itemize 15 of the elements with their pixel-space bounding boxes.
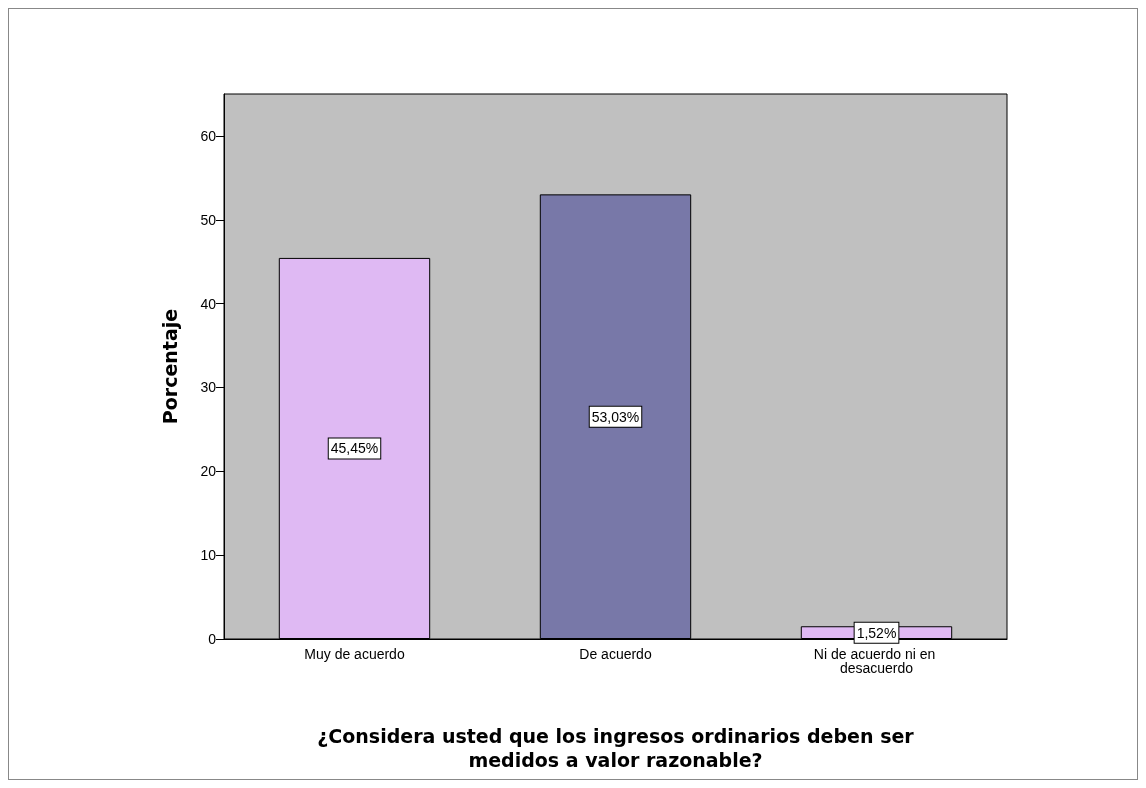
y-tick-label: 30: [200, 379, 217, 396]
y-tick-label: 50: [200, 211, 217, 228]
y-tick-label: 40: [200, 295, 217, 312]
y-tick-label: 60: [200, 127, 217, 144]
x-tick-label: Muy de acuerdo: [304, 646, 405, 662]
data-label: 53,03%: [591, 408, 640, 425]
x-tick-label: De acuerdo: [579, 646, 652, 662]
y-tick-label: 20: [200, 463, 217, 480]
data-label: 1,52%: [856, 624, 897, 641]
y-axis-title: Porcentaje: [158, 308, 181, 425]
x-tick-label: Ni de acuerdo ni en desacuerdo: [813, 646, 940, 676]
x-axis-title: ¿Considera usted que los ingresos ordinarios deben ser medidos a valor razonable?: [317, 725, 915, 771]
data-label: 45,45%: [330, 440, 379, 457]
y-tick-label: 0: [208, 631, 217, 647]
y-tick-label: 10: [200, 547, 217, 564]
